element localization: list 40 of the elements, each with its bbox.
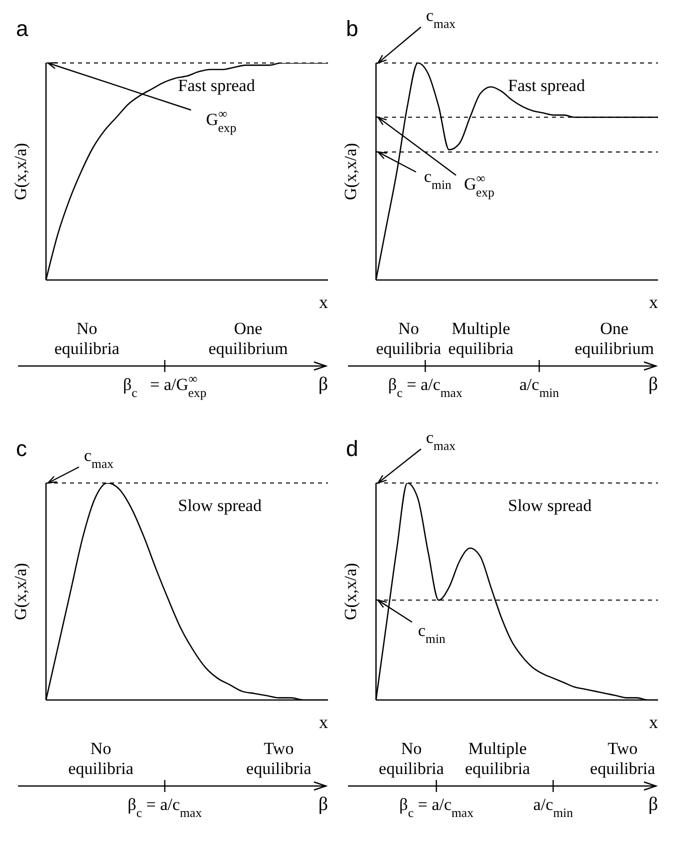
text: No equilibria: [54, 319, 120, 358]
text: One equilibrium: [208, 319, 288, 358]
x-axis-title: x: [319, 292, 328, 312]
y-axis-title: G(x,x/a): [11, 562, 30, 620]
text: a/c$_{min}$: [519, 375, 560, 400]
ref-line-label: c$_{max}$: [84, 446, 114, 471]
text: One equilibrium: [574, 319, 654, 358]
text: a/c$_{min}$: [533, 795, 574, 820]
text: No equilibria: [378, 739, 444, 778]
ref-line-label: c$_{max}$: [426, 428, 456, 453]
text: β$_{c}$ = a/c$_{max}$: [128, 795, 202, 820]
text: β$_{c}$ = a/c$_{max}$: [399, 795, 474, 820]
ref-line-label: c$_{min}$: [424, 166, 452, 192]
text: β: [648, 374, 658, 395]
annotation: Slow spread: [178, 496, 262, 516]
x-axis-title: x: [319, 712, 328, 732]
text: β: [648, 794, 658, 815]
y-axis-title: G(x,x/a): [341, 562, 360, 620]
text: No equilibria: [68, 739, 134, 778]
y-axis-title: G(x,x/a): [11, 142, 30, 200]
chart-title: a: [16, 16, 28, 42]
y-axis-title: G(x,x/a): [341, 142, 360, 200]
annotation: Fast spread: [508, 76, 585, 96]
chart-title: b: [346, 16, 358, 42]
annotation: Slow spread: [508, 496, 592, 516]
chart-title: d: [346, 436, 358, 462]
text: Two equilibria: [590, 739, 656, 778]
x-axis-title: x: [649, 712, 658, 732]
text: Multiple equilibria: [448, 319, 514, 358]
text: Multiple equilibria: [464, 739, 531, 778]
ref-line-label: c$_{min}$: [418, 621, 446, 646]
text: Two equilibria: [246, 739, 312, 778]
text: β$_{c}$ = a/c$_{max}$: [388, 375, 463, 400]
text: β: [318, 374, 328, 395]
text: No equilibria: [376, 319, 442, 358]
text: β: [318, 794, 328, 815]
x-axis-title: x: [649, 292, 658, 312]
ref-line-label: c$_{max}$: [426, 6, 456, 31]
chart-title: c: [16, 436, 27, 462]
annotation: Fast spread: [178, 76, 255, 96]
